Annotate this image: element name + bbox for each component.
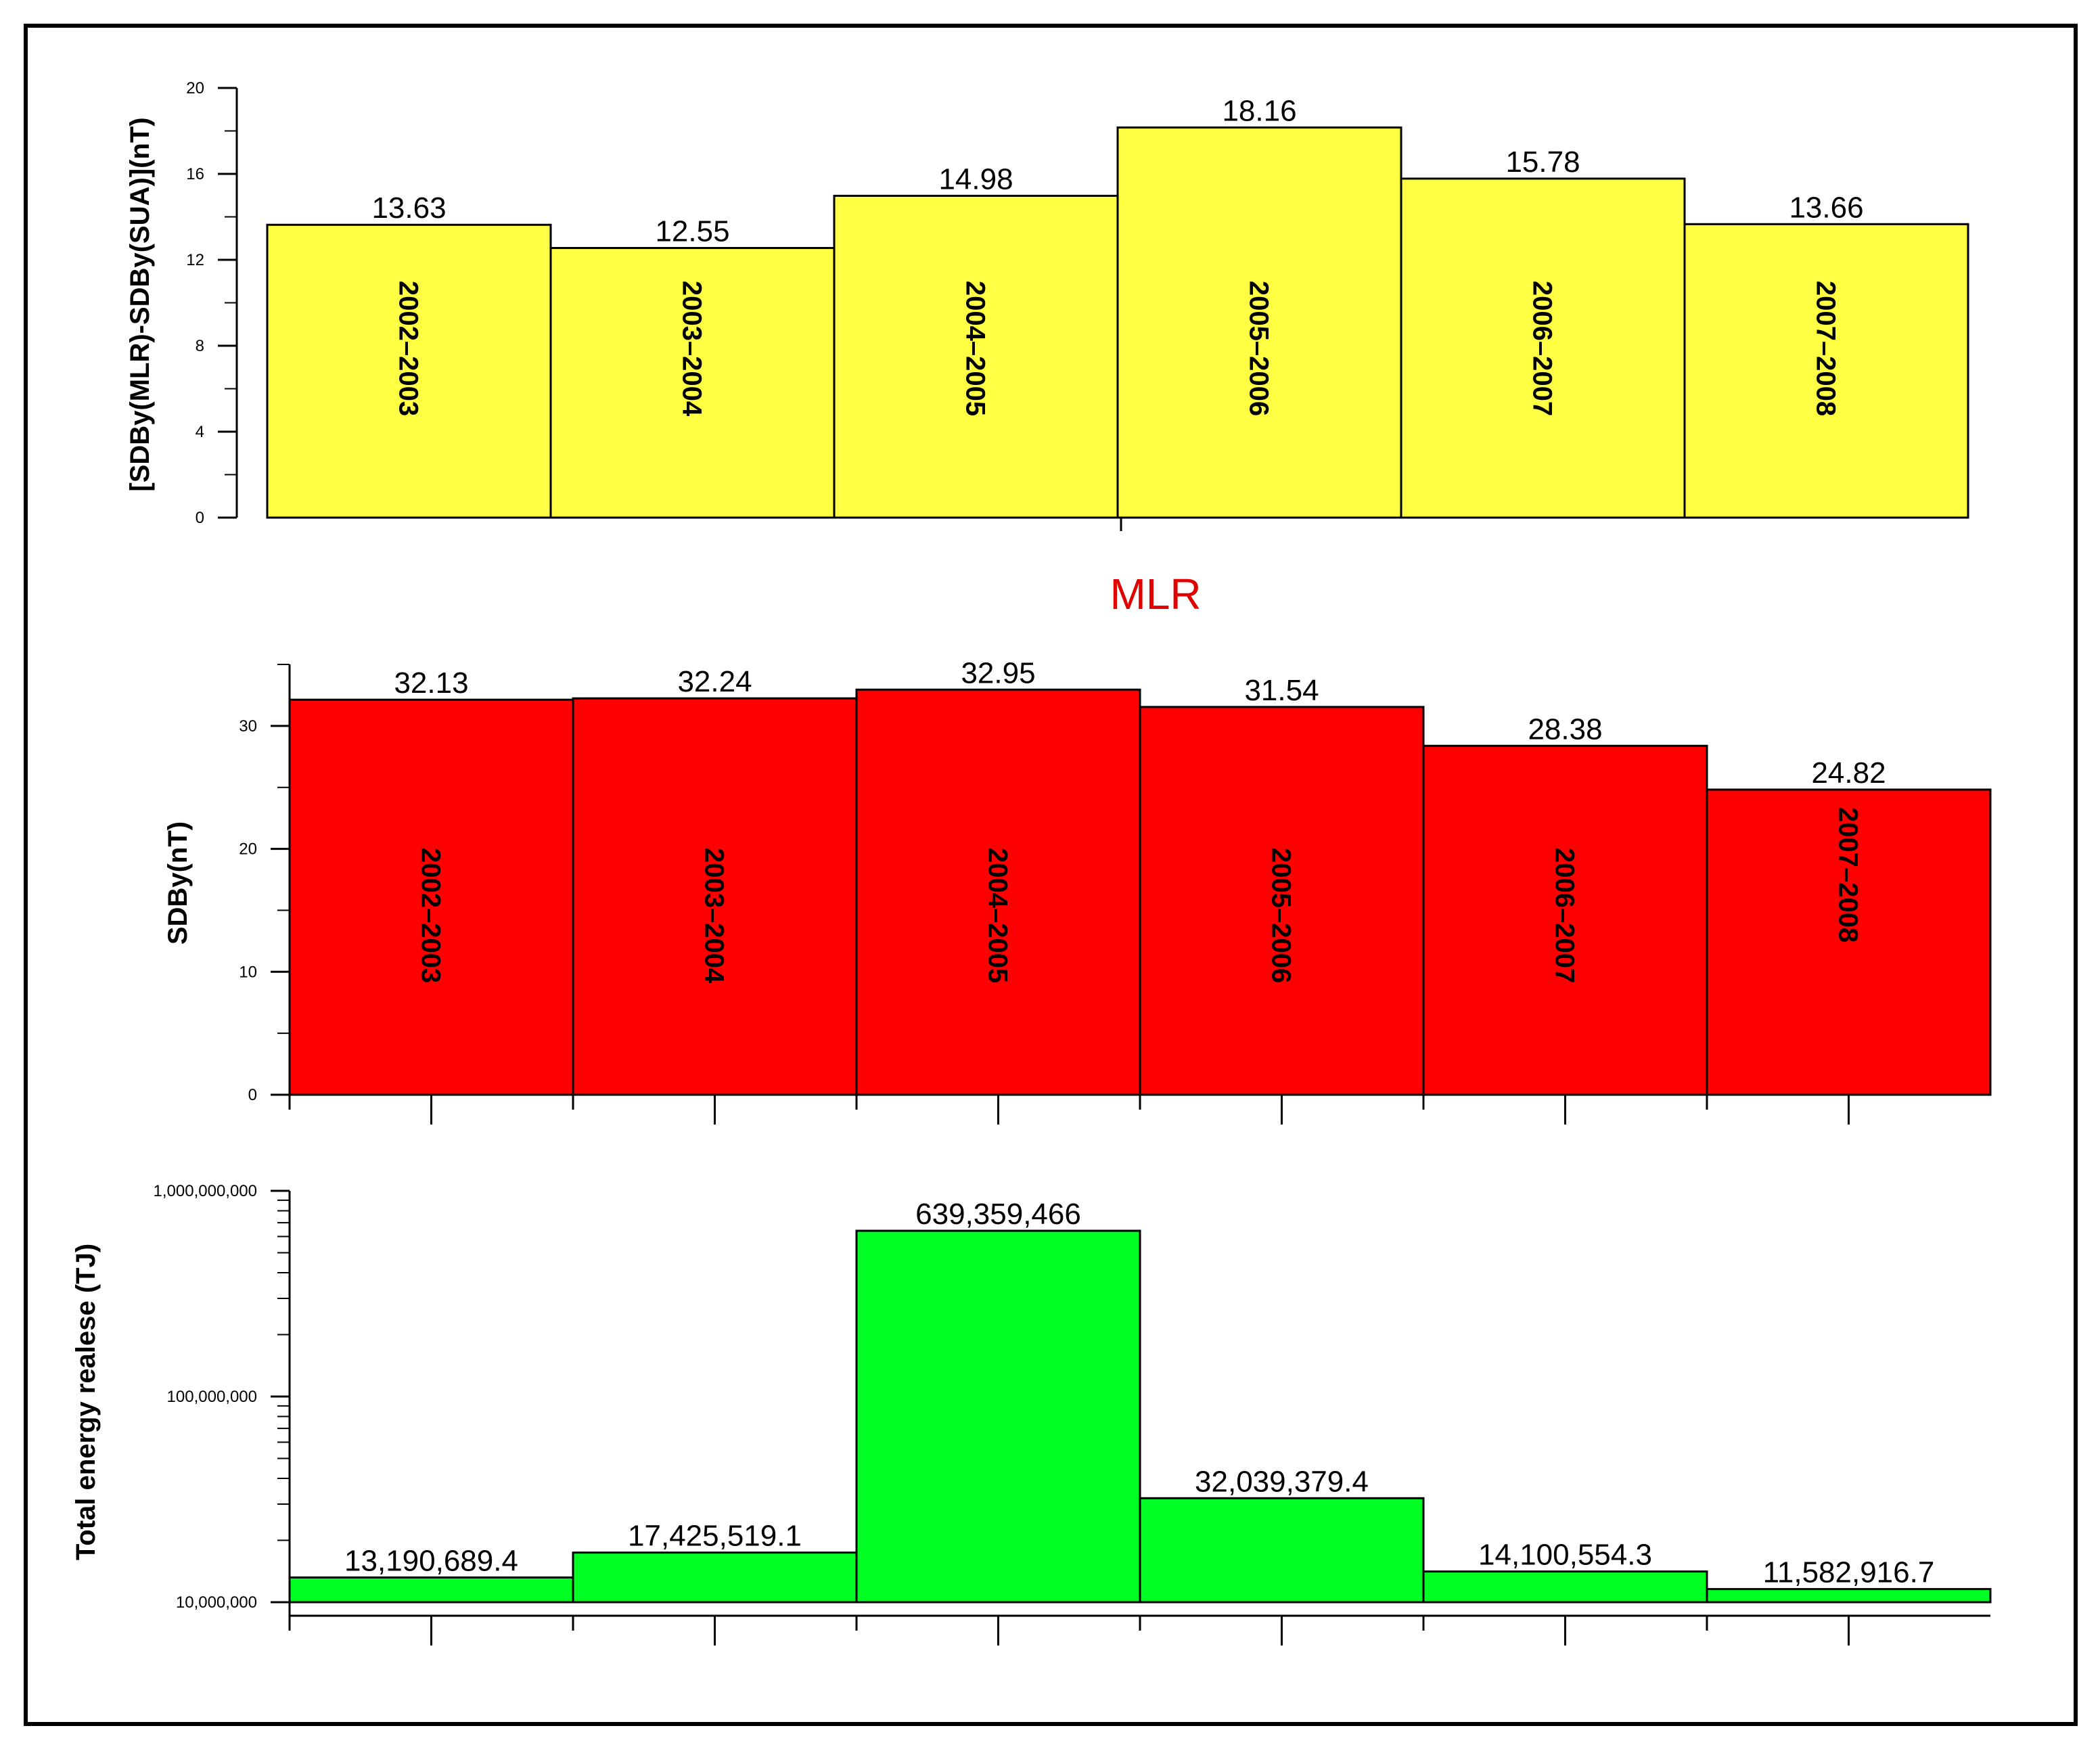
bar <box>288 1576 574 1604</box>
panel-yellow: 0 4 8 12 16 20 [SDBy(MLR)-SDBy(SUA)](nT) 13.63 2… <box>125 79 1969 531</box>
mlr-title: MLR <box>1110 570 1201 618</box>
y-tick-label: 10 <box>239 963 257 981</box>
bar <box>1422 744 1708 1096</box>
y-axis-label: Total energy realese (TJ) <box>71 1244 101 1560</box>
bar-value-label: 32,039,379.4 <box>1195 1465 1369 1498</box>
bar <box>855 688 1141 1096</box>
bar-value-label: 32.95 <box>961 656 1035 689</box>
bar-category-label: 2007–2008 <box>1833 807 1863 943</box>
y-axis-label: [SDBy(MLR)-SDBy(SUA)](nT) <box>125 117 155 491</box>
panel-green: 10,000,000 100,000,000 1,000,000,000 Total … <box>71 1182 1992 1646</box>
bar-value-label: 28.38 <box>1528 712 1602 746</box>
bar-category-label: 2003–2004 <box>677 281 707 417</box>
bar-value-label: 14,100,554.3 <box>1478 1539 1652 1572</box>
bar <box>855 1229 1141 1604</box>
bar-category-label: 2006–2007 <box>1550 848 1580 983</box>
bar <box>1139 1497 1425 1604</box>
bar-value-label: 15.78 <box>1505 145 1580 179</box>
y-tick-label: 20 <box>239 840 257 859</box>
bar-category-label: 2003–2004 <box>700 848 729 984</box>
y-axis-label: SDBy(nT) <box>163 821 193 945</box>
y-tick-label: 4 <box>196 423 204 441</box>
bar-category-label: 2005–2006 <box>1244 281 1274 416</box>
y-tick-label: 10,000,000 <box>176 1593 257 1612</box>
panel-red: 0 10 20 30 SDBy(nT) 32.13 2002–2003 32.24 2003–2… <box>163 656 1992 1125</box>
bar <box>1139 706 1425 1096</box>
y-tick-label: 30 <box>239 717 257 735</box>
y-tick-label: 20 <box>186 79 204 97</box>
bar-category-label: 2004–2005 <box>961 281 990 416</box>
y-tick-label: 100,000,000 <box>167 1388 257 1406</box>
bar <box>1706 1588 1992 1604</box>
bar-value-label: 11,582,916.7 <box>1763 1556 1935 1589</box>
bar-category-label: 2005–2006 <box>1266 848 1296 983</box>
bar-category-label: 2007–2008 <box>1811 281 1841 416</box>
bar <box>833 194 1119 519</box>
bar-value-label: 18.16 <box>1222 94 1296 127</box>
bar <box>1116 126 1402 519</box>
bar <box>1706 788 1992 1096</box>
y-tick-label: 0 <box>196 509 204 527</box>
bar-value-label: 31.54 <box>1244 674 1319 707</box>
bar-value-label: 32.24 <box>677 665 752 698</box>
bar <box>572 1551 858 1604</box>
bar <box>266 223 552 519</box>
bar-value-label: 639,359,466 <box>915 1198 1081 1231</box>
bar-value-label: 13.63 <box>371 191 446 225</box>
bar <box>1400 177 1686 519</box>
bar <box>1683 223 1969 519</box>
y-tick-label: 8 <box>196 337 204 355</box>
bar-value-label: 24.82 <box>1811 756 1886 790</box>
bar-category-label: 2002–2003 <box>394 281 424 416</box>
bar-value-label: 32.13 <box>394 666 468 700</box>
bar <box>1422 1570 1708 1604</box>
y-tick-label: 16 <box>186 165 204 183</box>
bar-value-label: 12.55 <box>655 215 729 248</box>
bar-category-label: 2002–2003 <box>416 848 446 983</box>
bar-category-label: 2004–2005 <box>983 848 1013 983</box>
bar-value-label: 17,425,519.1 <box>628 1520 802 1553</box>
bar-value-label: 13.66 <box>1789 191 1863 224</box>
bar-category-label: 2006–2007 <box>1528 281 1557 416</box>
bar-value-label: 14.98 <box>938 162 1013 196</box>
bar-value-label: 13,190,689.4 <box>344 1544 518 1577</box>
y-tick-label: 12 <box>186 251 204 269</box>
bar <box>549 247 836 519</box>
y-tick-label: 1,000,000,000 <box>154 1182 257 1200</box>
y-tick-label: 0 <box>248 1086 257 1104</box>
